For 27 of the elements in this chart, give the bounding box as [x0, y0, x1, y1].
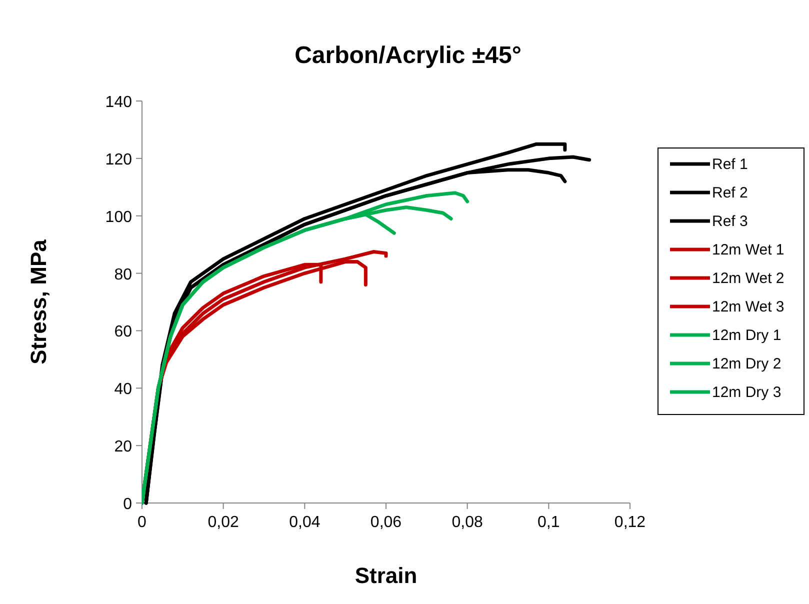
legend-label: 12m Dry 1 [712, 327, 782, 344]
x-tick-label: 0,12 [614, 514, 646, 531]
y-tick-label: 140 [105, 94, 132, 111]
y-tick-label: 20 [114, 438, 132, 456]
legend-label: 12m Dry 3 [712, 384, 782, 401]
legend-label: 12m Wet 1 [712, 242, 784, 258]
y-tick-label: 80 [114, 266, 132, 284]
x-tick-label: 0,1 [538, 514, 560, 531]
x-tick-label: 0,06 [370, 514, 402, 531]
legend-label: Ref 3 [712, 213, 748, 230]
x-tick-label: 0,04 [289, 514, 320, 531]
x-tick-label: 0 [138, 514, 147, 531]
legend-label: Ref 2 [712, 184, 748, 202]
y-tick-label: 100 [105, 208, 132, 226]
y-tick-label: 120 [105, 151, 132, 168]
chart-title: Carbon/Acrylic ±45° [294, 42, 522, 69]
x-tick-label: 0,02 [208, 514, 240, 531]
legend-label: 12m Wet 2 [712, 270, 784, 287]
y-tick-label: 0 [123, 496, 132, 513]
y-tick-label: 60 [114, 324, 132, 341]
y-axis-title: Stress, MPa [26, 238, 51, 364]
y-tick-label: 40 [114, 381, 132, 398]
x-axis-title: Strain [354, 563, 418, 588]
x-tick-label: 0,08 [452, 514, 484, 531]
legend-label: Ref 1 [712, 156, 748, 173]
legend-label: 12m Dry 2 [712, 356, 782, 372]
legend-label: 12m Wet 3 [712, 298, 784, 316]
